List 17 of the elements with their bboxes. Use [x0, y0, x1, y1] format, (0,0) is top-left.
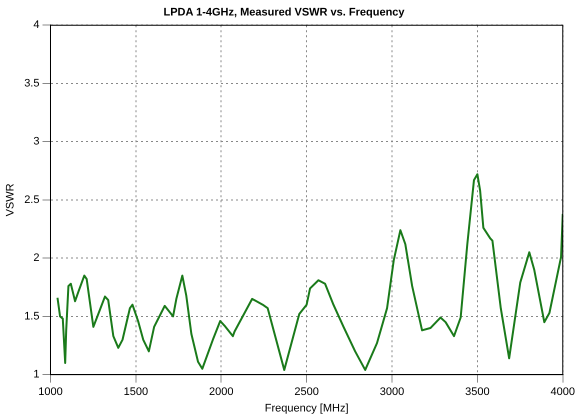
- x-tick-label: 2000: [209, 386, 234, 398]
- y-tick-label: 2.5: [24, 194, 40, 206]
- x-tick-label: 2500: [294, 386, 319, 398]
- y-tick-label: 2: [33, 252, 40, 264]
- y-tick-label: 1: [33, 368, 40, 381]
- x-tick-label: 4000: [550, 386, 576, 398]
- x-tick-label: 3000: [380, 386, 404, 398]
- x-tick-label: 1500: [124, 386, 148, 398]
- y-tick-label: 3.5: [24, 77, 40, 90]
- y-tick-label: 1.5: [24, 310, 40, 322]
- x-axis-title: Frequency [MHz]: [264, 402, 349, 414]
- x-tick-label: 3500: [465, 386, 490, 398]
- y-axis-title: VSWR: [4, 183, 17, 216]
- y-tick-label: 4: [33, 19, 40, 32]
- chart-title: LPDA 1-4GHz, Measured VSWR vs. Frequency: [163, 6, 406, 19]
- y-tick-label: 3: [33, 136, 40, 148]
- x-tick-label: 1000: [38, 386, 63, 398]
